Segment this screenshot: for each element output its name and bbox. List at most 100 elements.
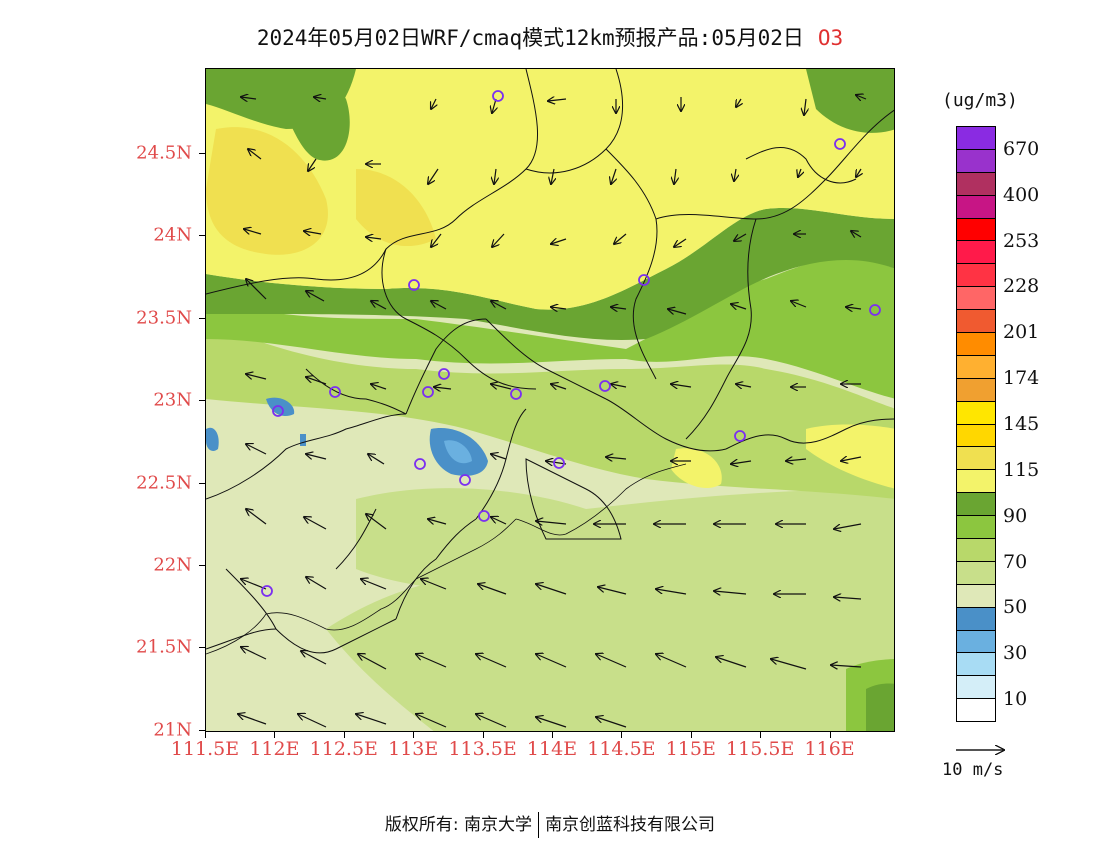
colorbar-cell (957, 493, 995, 517)
colorbar-cell (957, 149, 995, 173)
ozone-map[interactable] (205, 68, 895, 732)
latitude-tick (199, 565, 205, 566)
colorbar-cell (957, 424, 995, 448)
colorbar-label: 228 (1003, 275, 1040, 298)
longitude-tick (552, 732, 553, 738)
longitude-label: 111.5E (170, 738, 240, 760)
longitude-tick (482, 732, 484, 738)
latitude-label: 24N (153, 224, 192, 246)
concentration-zone-100-115 (206, 69, 894, 310)
colorbar-label: 174 (1003, 367, 1040, 390)
colorbar-cell (957, 378, 995, 402)
wind-reference-arrow (956, 740, 1014, 760)
copyright-right: 南京创蓝科技有限公司 (545, 815, 716, 835)
longitude-label: 114.5E (587, 738, 656, 760)
colorbar-cell (957, 607, 995, 631)
map-canvas (206, 69, 894, 731)
longitude-label: 113.5E (448, 738, 517, 760)
concentration-patch-east (806, 424, 894, 489)
low-ozone-cell-edge (206, 427, 219, 452)
colorbar-cell (957, 241, 995, 265)
latitude-label: 24.5N (136, 142, 192, 164)
colorbar-cell (957, 699, 995, 722)
longitude-label: 114E (526, 738, 578, 760)
latitude-tick (199, 400, 205, 402)
colorbar-unit: (ug/m3) (942, 90, 1018, 111)
footer-divider (538, 812, 540, 838)
colorbar-cell (957, 127, 995, 150)
longitude-tick (760, 732, 762, 738)
latitude-tick (199, 317, 205, 319)
colorbar-cell (957, 653, 995, 677)
colorbar-label: 90 (1003, 504, 1028, 527)
concentration-patch-se-core (866, 683, 894, 731)
latitude-tick (199, 153, 205, 154)
colorbar-label: 670 (1003, 137, 1040, 160)
concentration-patch-east-coast (671, 448, 722, 489)
longitude-tick (621, 732, 623, 738)
colorbar-cell (957, 630, 995, 654)
longitude-tick (829, 732, 831, 738)
longitude-tick (205, 732, 206, 738)
colorbar-label: 30 (1003, 642, 1028, 665)
longitude-tick (690, 732, 692, 738)
colorbar-cell (957, 539, 995, 562)
concentration-zone-80-90 (206, 258, 894, 399)
latitude-tick (199, 647, 205, 649)
monitoring-stations (261, 90, 881, 597)
low-ozone-cell-small (300, 434, 306, 446)
colorbar-label: 253 (1003, 229, 1040, 252)
latitude-label: 22.5N (136, 472, 192, 494)
colorbar-cell (957, 447, 995, 471)
latitude-label: 21N (153, 719, 192, 741)
colorbar-label: 201 (1003, 321, 1040, 344)
concentration-zone-60-70 (326, 573, 894, 731)
longitude-label: 112E (249, 738, 300, 760)
longitude-label: 115.5E (726, 738, 795, 760)
longitude-label: 112.5E (309, 738, 378, 760)
colorbar-cell (957, 584, 995, 608)
concentration-patch-nw-high (206, 127, 328, 255)
colorbar-cell (957, 516, 995, 540)
low-ozone-core-guangzhou (444, 440, 472, 464)
colorbar-cell (957, 333, 995, 356)
colorbar-label: 145 (1003, 413, 1040, 435)
latitude-label: 22N (153, 554, 192, 576)
colorbar-cell (957, 218, 995, 242)
colorbar-cell (957, 355, 995, 379)
longitude-tick (413, 732, 415, 738)
coastline (206, 463, 687, 655)
colorbar-cell (957, 287, 995, 311)
map-title: 2024年05月02日WRF/cmaq模式12km预报产品:05月02日 O3 (0, 22, 1100, 52)
longitude-label: 115E (665, 738, 716, 760)
colorbar-cell (957, 561, 995, 585)
copyright-left: 版权所有: 南京大学 (384, 815, 533, 835)
concentration-patch-n-high (356, 169, 436, 247)
colorbar-cell (957, 676, 995, 700)
concentration-zone-70-80 (206, 319, 894, 499)
colorbar-cell (957, 264, 995, 288)
copyright-footer: 版权所有: 南京大学 南京创蓝科技有限公司 (0, 810, 1100, 838)
colorbar-label: 115 (1003, 458, 1040, 481)
concentration-patch-nw2 (266, 69, 350, 161)
longitude-tick (274, 732, 276, 738)
longitude-label: 116E (804, 738, 855, 760)
colorbar-cell (957, 310, 995, 334)
wind-vectors (238, 95, 867, 728)
colorbar-label: 50 (1003, 596, 1028, 619)
wind-reference-label: 10 m/s (942, 760, 1004, 780)
colorbar (956, 126, 996, 722)
latitude-label: 23.5N (136, 307, 192, 329)
colorbar-cell (957, 401, 995, 425)
colorbar-cell (957, 470, 995, 494)
colorbar-cell (957, 195, 995, 219)
latitude-tick (199, 235, 205, 237)
longitude-label: 113E (388, 738, 439, 760)
colorbar-label: 400 (1003, 183, 1040, 206)
colorbar-label: 70 (1003, 550, 1028, 573)
colorbar-label: 10 (1003, 688, 1028, 711)
latitude-tick (199, 482, 205, 484)
concentration-patch-ne (806, 69, 894, 133)
latitude-label: 23N (153, 389, 192, 411)
title-species: O3 (817, 26, 844, 50)
